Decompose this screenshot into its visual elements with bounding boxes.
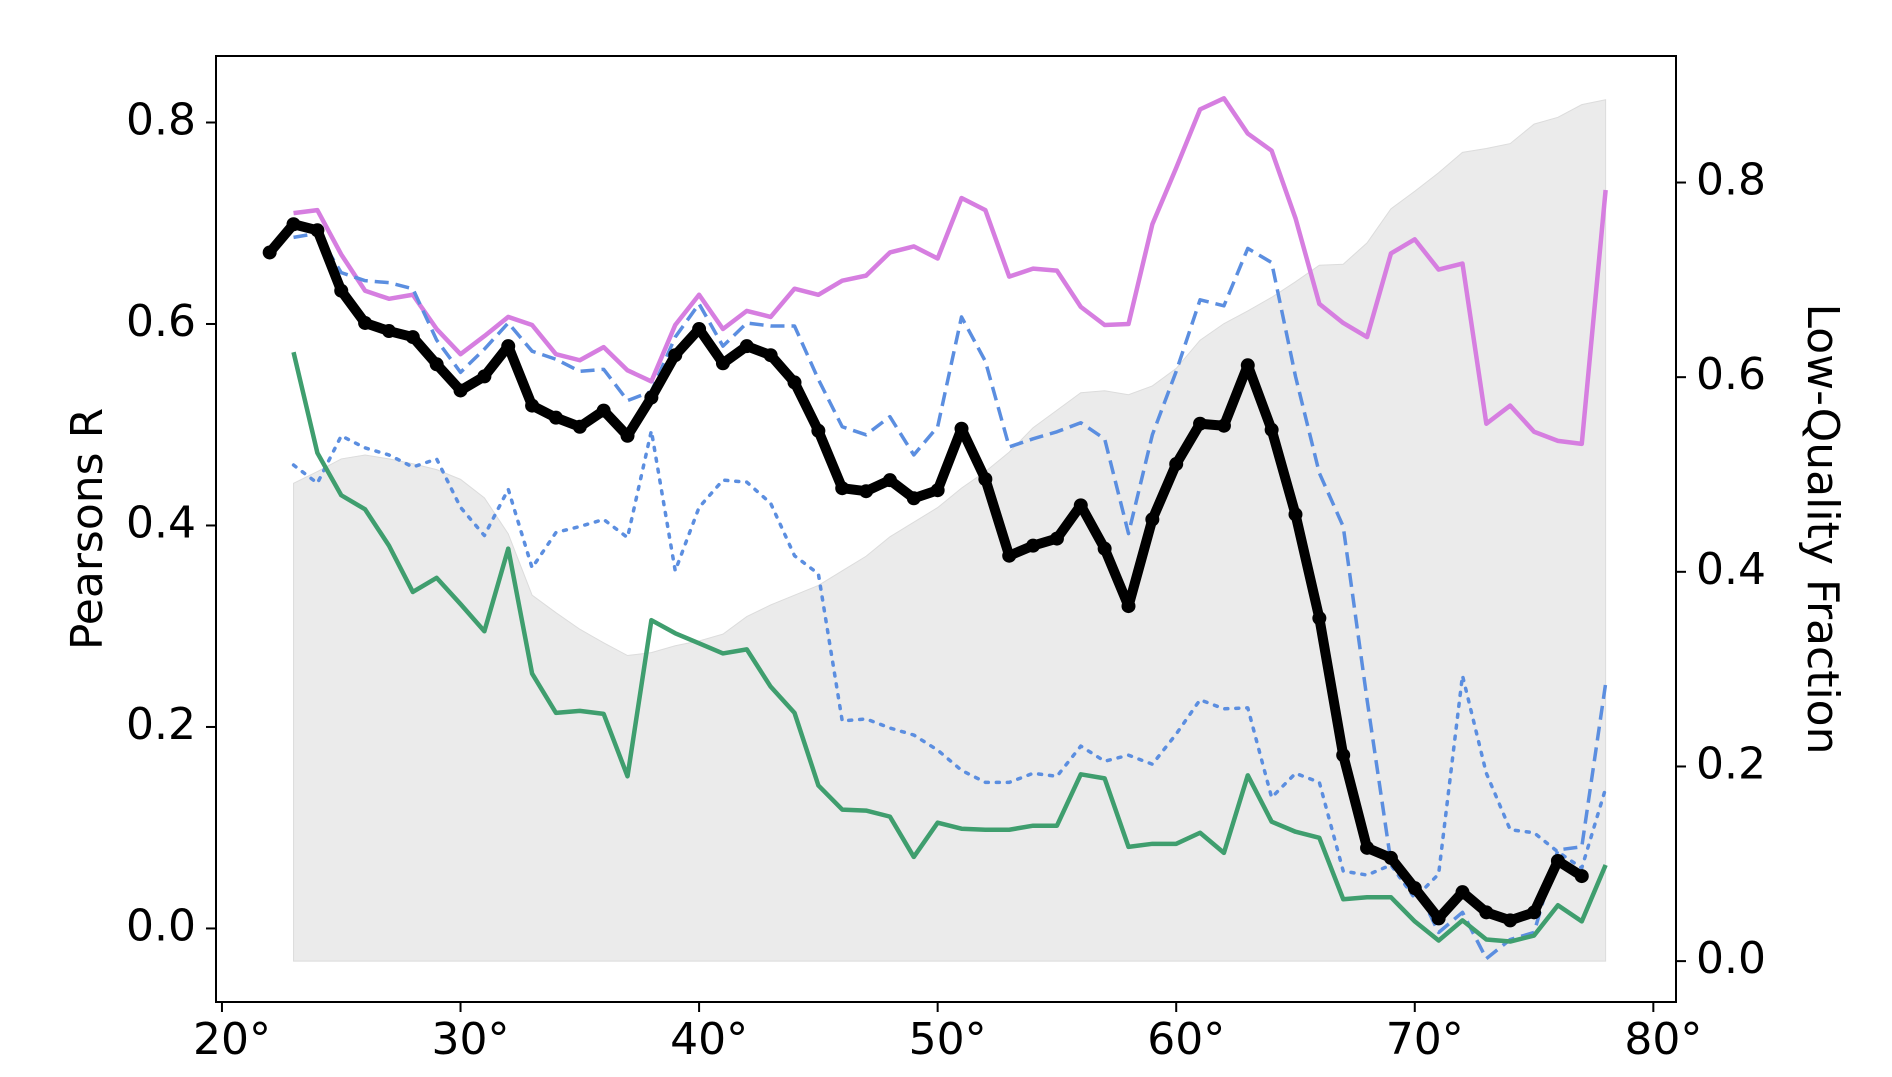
marker [596,403,611,418]
y-axis-label: Pearsons R [62,408,113,650]
x-tick-label: 30° [432,1014,510,1065]
marker [1312,611,1327,626]
y-tick-label: 0.4 [126,497,196,548]
marker [572,419,587,434]
marker [620,428,635,443]
marker [1288,507,1303,522]
marker [692,322,707,337]
marker [930,483,945,498]
marker [453,383,468,398]
y-tick-label: 0.0 [126,900,196,951]
marker [763,348,778,363]
y-tick-label: 0.8 [126,94,196,145]
marker [1431,911,1446,926]
area [293,99,1607,962]
marker [1479,905,1494,920]
marker [859,484,874,499]
y2-tick-label: 0.8 [1696,155,1766,206]
marker [882,473,897,488]
y-tick-label: 0.2 [126,699,196,750]
y2-tick-label: 0.6 [1696,349,1766,400]
marker [811,423,826,438]
marker [1574,869,1589,884]
marker [358,315,373,330]
line [291,429,1608,900]
x-tick-label: 80° [1624,1014,1702,1065]
marker [644,390,659,405]
y2-tick-label: 0.2 [1696,738,1766,789]
marker [1121,599,1136,614]
marker [1073,498,1088,513]
marker [715,356,730,371]
marker [1049,531,1064,546]
marker [1550,853,1565,868]
marker [954,421,969,436]
marker [1240,358,1255,373]
x-tick-label: 40° [670,1014,748,1065]
y2-tick-label: 0.4 [1696,544,1766,595]
marker [1264,422,1279,437]
marker [1503,913,1518,928]
marker [978,472,993,487]
y2-tick-label: 0.0 [1696,933,1766,984]
marker [381,324,396,339]
marker [477,369,492,384]
marker [1360,840,1375,855]
marker [1336,748,1351,763]
marker [548,410,563,425]
y2-axis-label: Low-Quality Fraction [1797,304,1848,755]
line [293,96,1608,447]
marker [1145,512,1160,527]
marker [429,357,444,372]
marker [1002,548,1017,563]
marker [1026,538,1041,553]
x-tick-label: 60° [1147,1014,1225,1065]
x-tick-label: 20° [193,1014,271,1065]
marker [1455,885,1470,900]
x-tick-label: 50° [909,1014,987,1065]
marker [310,223,325,238]
marker [1097,541,1112,556]
line [291,351,1608,944]
marker [1169,457,1184,472]
marker [334,283,349,298]
marker [286,217,301,232]
marker [835,481,850,496]
marker [1383,850,1398,865]
marker [668,348,683,363]
marker [787,375,802,390]
x-tick-label: 70° [1386,1014,1464,1065]
line [293,231,1608,961]
marker [262,245,277,260]
marker [525,398,540,413]
plot-frame [215,55,1677,1003]
marker [739,339,754,354]
marker [1527,905,1542,920]
marker [405,330,420,345]
y-tick-label: 0.6 [126,296,196,347]
marker [1193,416,1208,431]
marker [501,339,516,354]
marker [906,491,921,506]
marker [1407,881,1422,896]
marker [1216,418,1231,433]
